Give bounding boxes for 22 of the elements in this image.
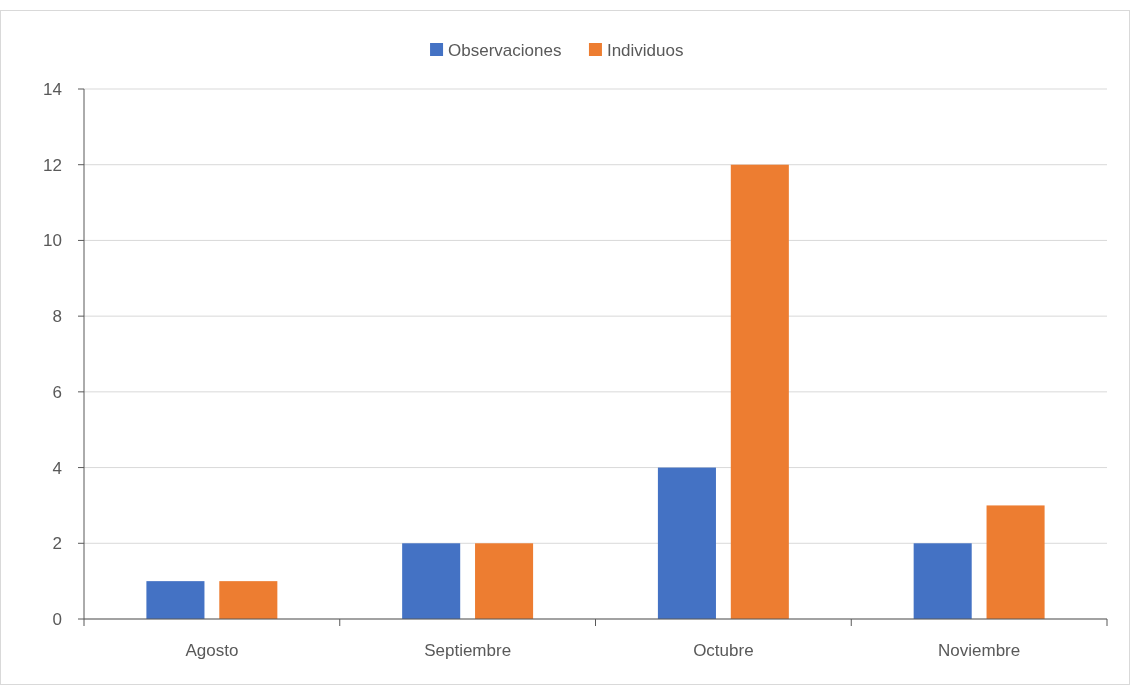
bar: [402, 543, 461, 619]
bar: [657, 467, 716, 619]
y-tick-label: 4: [52, 458, 62, 478]
bar: [730, 164, 789, 619]
y-tick-label: 10: [43, 231, 62, 251]
bar: [146, 581, 205, 619]
y-tick-label: 0: [52, 609, 62, 629]
y-tick-label: 2: [52, 534, 62, 554]
legend-label: Individuos: [606, 40, 684, 60]
legend-label: Observaciones: [448, 40, 562, 60]
y-tick-label: 8: [52, 307, 62, 327]
bar: [219, 581, 278, 619]
bar: [475, 543, 534, 619]
y-tick-label: 14: [43, 79, 62, 99]
x-tick-label: Septiembre: [424, 641, 512, 660]
x-tick-label: Noviembre: [938, 641, 1021, 660]
bar: [913, 543, 972, 619]
y-tick-label: 6: [52, 382, 62, 402]
x-tick-label: Octubre: [693, 641, 754, 660]
bar: [986, 505, 1045, 619]
x-tick-label: Agosto: [185, 641, 239, 660]
y-tick-label: 12: [43, 155, 62, 175]
